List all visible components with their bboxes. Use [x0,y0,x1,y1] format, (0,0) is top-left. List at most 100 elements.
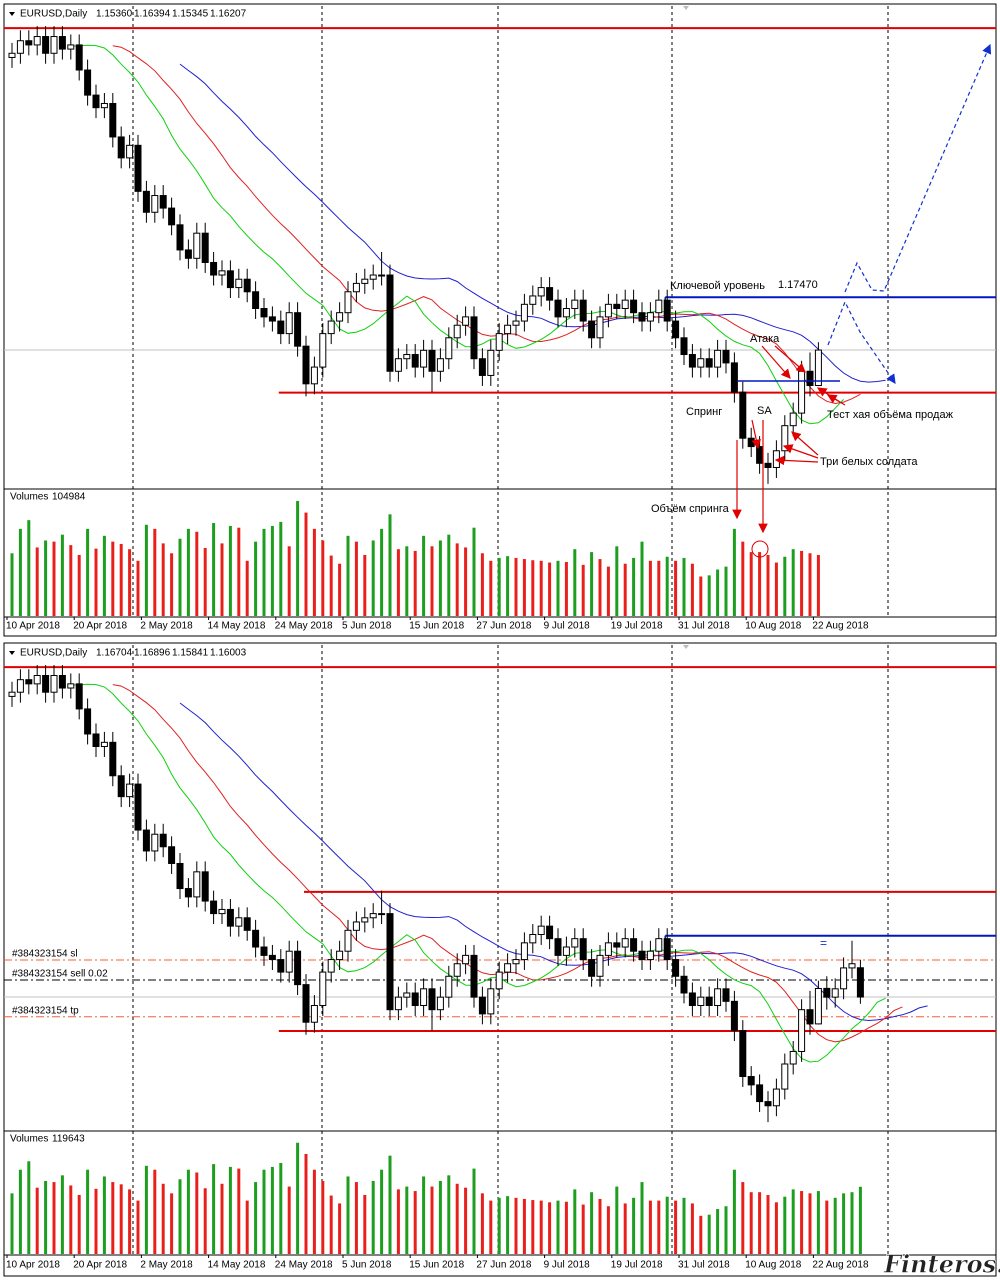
volume-bar [195,1172,199,1254]
moving-average [179,702,928,1022]
volume-bar [464,547,468,616]
volume-bar [489,560,493,616]
candle-body [50,36,58,54]
candle-body [714,988,722,1007]
candle-body [764,1101,772,1107]
volume-bar [405,546,409,616]
volume-bar [699,576,703,616]
annotations: Ключевой уровень Атака Спринг SA Тест ха… [651,43,992,950]
volume-bar [598,1198,602,1254]
volume-bar [716,569,720,616]
candle-body [394,996,402,1011]
candle-body [310,1005,318,1023]
candle-body [495,971,503,990]
candle-body [655,938,663,952]
x-tick-label: 22 Aug 2018 [812,621,869,632]
arrow [774,345,806,373]
volume-bar [128,549,132,616]
volume-bar [203,1188,207,1254]
candle-body [75,683,83,710]
candle-body [772,450,780,468]
candle-body [210,900,218,915]
moving-average [112,45,861,405]
volume-bar [312,1169,316,1254]
candle-body [562,308,570,318]
candle-body [529,295,537,305]
candle-body [798,370,806,414]
candle-body [848,963,856,969]
annotation: SA [757,405,772,417]
candle-body [722,988,730,1002]
candle-body [184,249,192,259]
candle-body [420,349,428,368]
volume-bar [858,1186,862,1254]
candle-body [571,938,579,948]
candle-body [504,324,512,335]
candle-body [8,52,16,58]
volume-bar [522,1198,526,1254]
candle-body [277,959,285,973]
candle-body [495,333,503,351]
volume-bar [279,1162,283,1254]
candle-body [92,94,100,109]
candle-body [42,674,50,693]
volume-bar [44,540,48,616]
volume-bar [220,1183,224,1254]
x-tick-label: 9 Jul 2018 [544,1260,591,1271]
volume-bar [514,1197,518,1254]
candle-body [268,954,276,961]
x-tick-label: 24 May 2018 [275,621,333,632]
volume-bar [707,575,711,616]
candle-body [33,36,41,46]
x-tick-label: 20 Apr 2018 [73,621,127,632]
candle-body [714,349,722,368]
volume-bar [94,548,98,616]
candle-body [697,358,705,368]
volume-bar [396,549,400,616]
candle-body [621,938,629,948]
candle-body [226,908,234,927]
volume-bar [405,1186,409,1254]
volume-bar [52,1182,56,1254]
volume-bar [682,557,686,616]
volume-bar [161,543,165,616]
x-tick-label: 2 May 2018 [140,621,193,632]
volume-bar [69,1185,73,1254]
x-tick-label: 15 Jun 2018 [409,621,464,632]
volume-bar [388,1155,392,1254]
candle-body [512,959,520,965]
candle-body [151,833,159,852]
volume-bar [489,1200,493,1254]
watermark: Finteros.ru [883,1250,1000,1279]
volume-bar [590,552,594,616]
volume-bar [590,1192,594,1254]
volume-value: 119643 [52,1134,85,1145]
volume-bar [539,1200,543,1254]
volume-bar [178,538,182,616]
candle-body [630,299,638,314]
candle-body [226,270,234,289]
volume-bar [447,534,451,616]
x-tick-label: 15 Jun 2018 [409,1260,464,1271]
volume-bar [237,1168,241,1254]
volume-bar [18,1169,22,1254]
candle-body [638,312,646,322]
candle-body [8,691,16,697]
candle-body [327,320,335,335]
candle-body [562,946,570,956]
volume-bar [111,1182,115,1254]
volume-bar [825,1200,829,1254]
collapse-arrow [9,651,15,655]
candle-body [378,913,386,916]
projection-arrow [844,43,992,293]
volume-bar [77,1195,81,1254]
volume-bar [438,1180,442,1254]
candle-body [159,833,167,848]
volume-bar [438,540,442,616]
volume-bar [455,1183,459,1254]
annotation: Ключевой уровень [670,280,765,292]
x-tick-label: 9 Jul 2018 [544,621,591,632]
candle-body [520,303,528,322]
volume-bar [245,560,249,616]
